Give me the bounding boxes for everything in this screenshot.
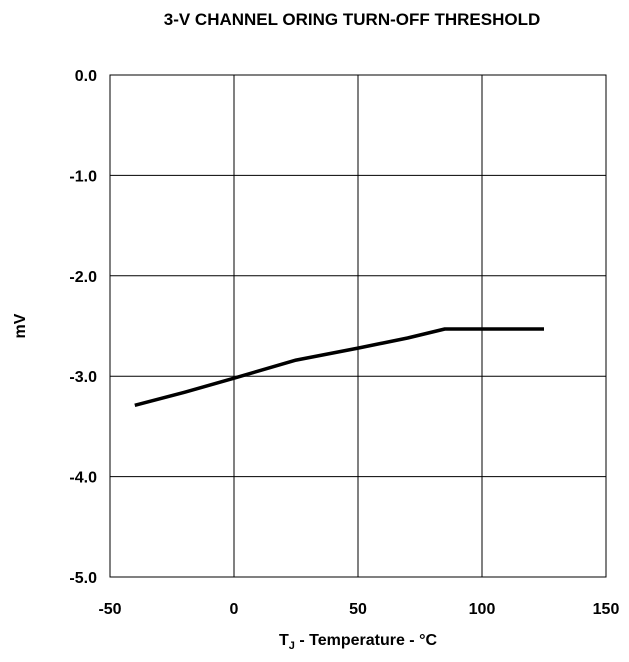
x-tick-label: 0: [230, 601, 239, 618]
y-tick-label: -2.0: [69, 269, 97, 286]
x-axis-label-subscript: J: [289, 640, 295, 652]
y-tick-label: -3.0: [69, 369, 97, 386]
x-axis-label-main: T: [279, 632, 289, 649]
y-tick-labels: 0.0 -1.0 -2.0 -3.0 -4.0 -5.0: [69, 68, 97, 587]
x-axis-label: TJ - Temperature - °C: [279, 632, 437, 652]
y-axis-label: mV: [12, 313, 29, 338]
x-tick-label: 50: [349, 601, 367, 618]
series-line: [134, 327, 544, 407]
x-tick-labels: -50 0 50 100 150: [98, 601, 619, 618]
x-axis-label-rest: - Temperature - °C: [295, 632, 438, 649]
plot-area-border: [109, 74, 607, 578]
x-tick-label: 100: [469, 601, 496, 618]
y-tick-label: 0.0: [75, 68, 97, 85]
y-tick-label: -4.0: [69, 470, 97, 487]
x-tick-label: 150: [593, 601, 620, 618]
grid: [110, 75, 606, 577]
series-group: [134, 327, 544, 407]
y-tick-label: -1.0: [69, 168, 97, 185]
x-tick-label: -50: [98, 601, 121, 618]
y-tick-label: -5.0: [69, 570, 97, 587]
chart-title: 3-V CHANNEL ORING TURN-OFF THRESHOLD: [164, 10, 541, 29]
